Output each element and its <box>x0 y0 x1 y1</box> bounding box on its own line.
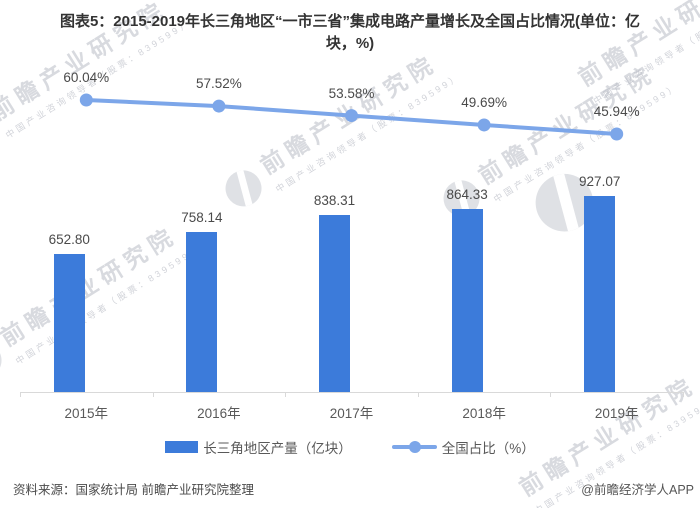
bar-2018年 <box>451 209 483 392</box>
line-value-label: 60.04% <box>63 70 110 85</box>
watermark-text: 前瞻产业研究院 <box>473 59 660 190</box>
x-axis-label: 2017年 <box>329 406 374 421</box>
qianzhan-logo-icon <box>218 163 269 213</box>
x-axis-label: 2019年 <box>594 406 639 421</box>
line-point-2016年 <box>212 99 226 113</box>
watermark-text: 前瞻产业研究院 <box>255 49 442 180</box>
x-axis-tick <box>20 392 21 397</box>
legend: 长三角地区产量（亿块） 全国占比（%） <box>0 437 700 457</box>
bar-2019年 <box>584 195 616 392</box>
bar-2017年 <box>319 214 350 392</box>
watermark-text: 前瞻产业研究院 <box>0 221 182 352</box>
line-value-label: 57.52% <box>195 76 242 92</box>
x-axis-label: 2018年 <box>462 406 506 421</box>
legend-label-share: 全国占比（%） <box>441 441 535 456</box>
x-axis-label: 2015年 <box>64 406 109 421</box>
line-series-swatch-icon <box>391 441 437 453</box>
watermark: 前瞻产业研究院 中国产业咨询领导者（股票：839599） <box>0 210 203 392</box>
x-axis-tick <box>550 392 552 397</box>
line-value-label: 45.94% <box>593 103 640 119</box>
chart-title: 图表5：2015-2019年长三角地区“一市三省”集成电路产量增长及全国占比情况… <box>18 11 682 55</box>
qianzhan-logo-icon <box>0 335 9 385</box>
bar-value-label: 927.07 <box>579 173 621 189</box>
line-point-2019年 <box>610 127 624 141</box>
bar-2016年 <box>186 231 218 392</box>
line-point-2018年 <box>477 118 491 132</box>
x-axis-label: 2016年 <box>197 406 241 421</box>
line-point-2015年 <box>79 93 93 107</box>
x-axis-tick <box>417 392 419 397</box>
x-axis-tick <box>152 392 154 397</box>
data-source-text: 资料来源：国家统计局 前瞻产业研究院整理 <box>13 483 254 497</box>
x-axis-tick <box>285 392 287 397</box>
line-value-label: 53.58% <box>328 85 375 101</box>
legend-item-production: 长三角地区产量（亿块） <box>165 437 352 457</box>
bar-series-swatch-icon <box>165 441 199 453</box>
legend-item-share: 全国占比（%） <box>391 437 535 457</box>
chart-title-line1: 图表5：2015-2019年长三角地区“一市三省”集成电路产量增长及全国占比情况… <box>59 13 641 30</box>
bar-value-label: 652.80 <box>48 231 90 247</box>
legend-label-production: 长三角地区产量（亿块） <box>203 441 352 456</box>
credit-text: @前瞻经济学人APP <box>581 483 694 497</box>
line-value-label: 49.69% <box>461 94 507 110</box>
bar-2015年 <box>53 253 85 392</box>
bar-value-label: 838.31 <box>313 192 356 208</box>
line-point-2017年 <box>345 109 358 123</box>
bar-value-label: 864.33 <box>446 187 488 203</box>
watermark-subtext: 中国产业咨询领导者（股票：839599） <box>13 243 203 367</box>
chart-title-line2: 块，%) <box>325 34 375 52</box>
x-axis-tick <box>683 392 684 397</box>
x-axis-line <box>20 392 683 393</box>
bar-value-label: 758.14 <box>181 209 223 225</box>
